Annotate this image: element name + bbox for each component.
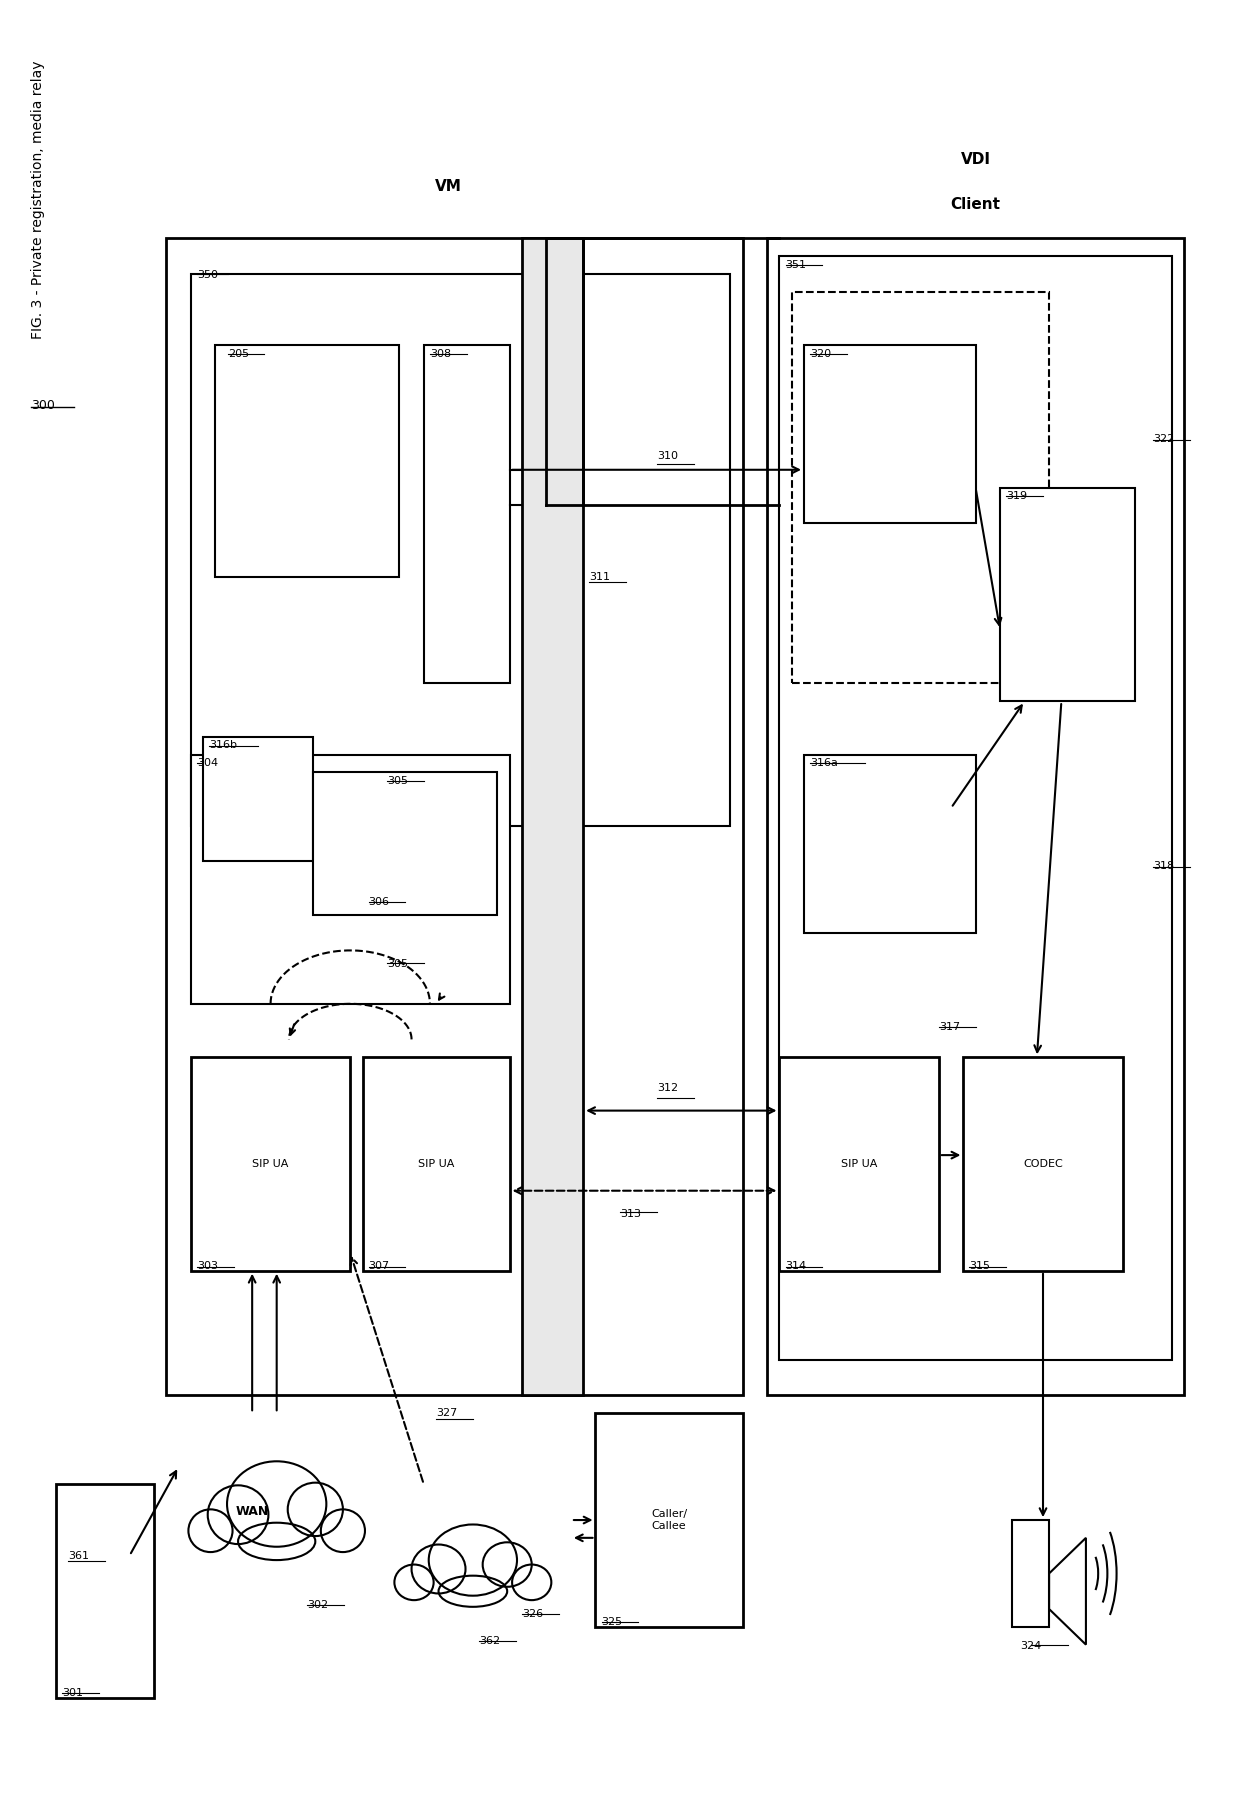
Text: 362: 362 — [479, 1636, 500, 1645]
Text: 205: 205 — [228, 348, 249, 359]
Text: 351: 351 — [785, 260, 806, 269]
Ellipse shape — [208, 1485, 268, 1545]
Text: 314: 314 — [785, 1261, 807, 1270]
Text: CODEC: CODEC — [1023, 1159, 1063, 1170]
Bar — [191, 274, 730, 825]
Bar — [424, 344, 510, 684]
Bar — [791, 292, 1049, 684]
Text: FIG. 3 - Private registration, media relay: FIG. 3 - Private registration, media rel… — [31, 61, 46, 339]
Bar — [191, 755, 510, 1005]
Text: 361: 361 — [68, 1550, 89, 1561]
Ellipse shape — [227, 1462, 326, 1546]
Text: 318: 318 — [1153, 861, 1174, 872]
Bar — [963, 1057, 1122, 1270]
Ellipse shape — [288, 1482, 343, 1536]
Ellipse shape — [238, 1523, 315, 1561]
Bar — [804, 344, 976, 524]
Polygon shape — [1049, 1537, 1086, 1645]
Text: 319: 319 — [1006, 492, 1028, 501]
Text: 311: 311 — [589, 572, 610, 581]
Ellipse shape — [429, 1525, 517, 1595]
Text: 315: 315 — [970, 1261, 991, 1270]
Bar — [595, 1414, 743, 1627]
Bar — [191, 1057, 350, 1270]
Text: 320: 320 — [810, 348, 831, 359]
Text: 301: 301 — [62, 1688, 83, 1699]
Bar — [362, 1057, 510, 1270]
Text: 307: 307 — [368, 1261, 389, 1270]
Text: 304: 304 — [197, 759, 218, 768]
Text: SIP UA: SIP UA — [841, 1159, 877, 1170]
Ellipse shape — [394, 1564, 434, 1600]
Text: Caller/
Callee: Caller/ Callee — [651, 1509, 687, 1530]
Text: 322: 322 — [1153, 434, 1174, 445]
Text: VM: VM — [435, 179, 461, 194]
Text: 303: 303 — [197, 1261, 218, 1270]
Text: 308: 308 — [430, 348, 451, 359]
Text: 305: 305 — [387, 960, 408, 969]
Text: 316b: 316b — [210, 741, 237, 750]
Bar — [1012, 1520, 1049, 1627]
Text: 313: 313 — [620, 1209, 641, 1218]
Bar — [216, 344, 399, 576]
Bar — [768, 239, 1184, 1396]
Text: 350: 350 — [197, 271, 218, 280]
Text: 317: 317 — [939, 1021, 960, 1032]
Bar — [314, 773, 497, 915]
Bar — [522, 239, 583, 1396]
Text: Client: Client — [951, 197, 1001, 212]
Ellipse shape — [188, 1509, 233, 1552]
Bar — [56, 1484, 154, 1699]
Text: SIP UA: SIP UA — [418, 1159, 454, 1170]
Ellipse shape — [321, 1509, 365, 1552]
Text: 310: 310 — [657, 450, 678, 461]
Text: WAN: WAN — [236, 1505, 269, 1518]
Text: 316a: 316a — [810, 759, 838, 768]
Text: 300: 300 — [31, 398, 56, 411]
Bar — [1001, 488, 1135, 701]
Bar — [804, 755, 976, 933]
Bar — [780, 257, 1172, 1360]
Text: 325: 325 — [601, 1616, 622, 1627]
Text: 324: 324 — [1021, 1642, 1042, 1650]
Text: SIP UA: SIP UA — [253, 1159, 289, 1170]
Text: 306: 306 — [368, 897, 389, 908]
Text: 327: 327 — [436, 1408, 458, 1419]
Text: 326: 326 — [522, 1609, 543, 1618]
Text: VDI: VDI — [961, 152, 991, 167]
Text: 302: 302 — [308, 1600, 329, 1611]
Ellipse shape — [439, 1575, 507, 1607]
Bar — [203, 737, 314, 861]
Bar — [780, 1057, 939, 1270]
Bar — [166, 239, 743, 1396]
Ellipse shape — [512, 1564, 552, 1600]
Text: 312: 312 — [657, 1084, 678, 1093]
Text: 305: 305 — [387, 777, 408, 786]
Ellipse shape — [482, 1543, 532, 1588]
Ellipse shape — [412, 1545, 465, 1593]
